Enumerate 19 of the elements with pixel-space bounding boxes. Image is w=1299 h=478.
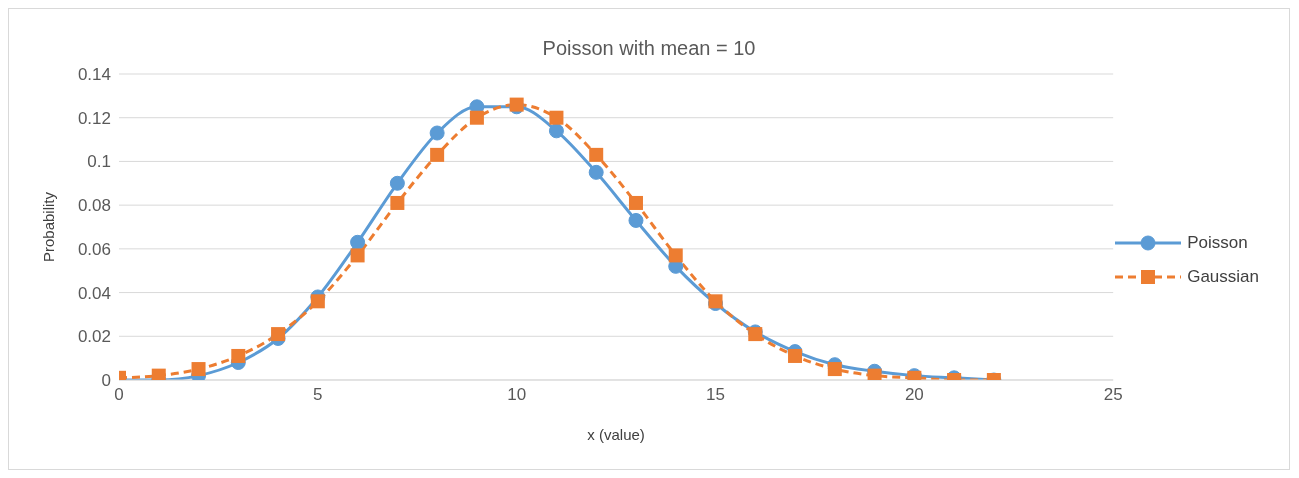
x-tick-label: 20	[904, 385, 924, 405]
y-tick-label: 0.06	[77, 239, 111, 259]
chart-title: Poisson with mean = 10	[541, 37, 757, 60]
y-tick-label: 0.02	[77, 327, 111, 347]
y-tick-label: 0.14	[77, 65, 111, 85]
x-tick-label: 5	[313, 385, 323, 405]
y-axis-title: Probability	[40, 191, 58, 263]
x-tick-label: 15	[706, 385, 725, 405]
y-tick-label: 0.12	[77, 108, 111, 128]
y-tick-label: 0.1	[87, 152, 111, 172]
x-tick-label: 0	[114, 385, 124, 405]
x-tick-label: 25	[1103, 385, 1123, 405]
y-tick-label: 0.08	[77, 196, 111, 216]
x-tick-label: 10	[507, 385, 527, 405]
x-axis-title: x (value)	[587, 426, 645, 443]
y-tick-label: 0.04	[77, 283, 111, 303]
legend-label: Gaussian	[1187, 267, 1259, 287]
legend-label: Poisson	[1187, 233, 1248, 253]
y-tick-label: 0	[101, 371, 111, 391]
